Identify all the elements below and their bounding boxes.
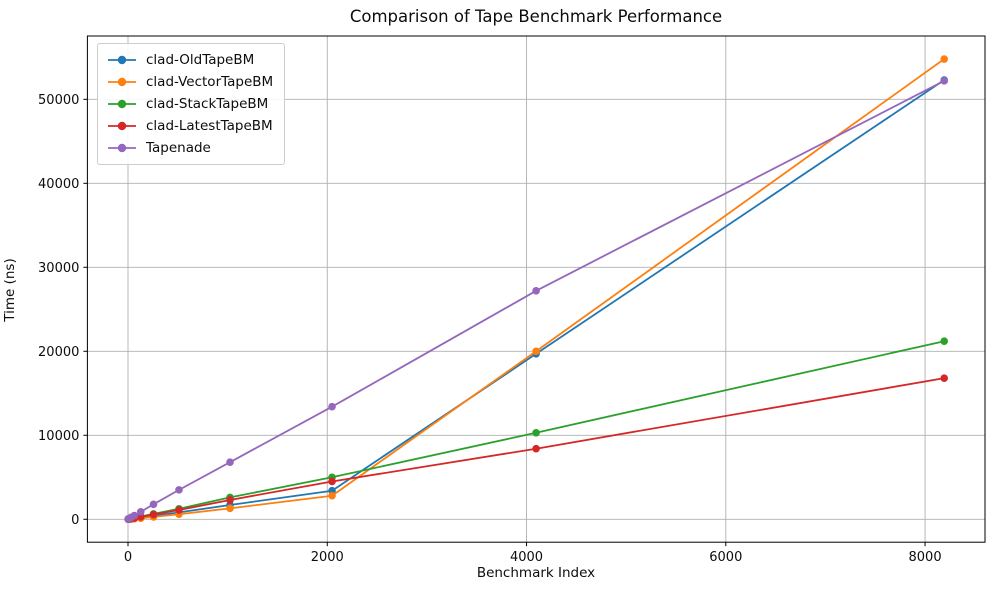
legend-swatch-line-dot [108,55,136,65]
data-point-clad-LatestTapeBM [149,510,158,519]
legend-label: clad-OldTapeBM [146,52,255,68]
chart-title: Comparison of Tape Benchmark Performance [349,7,723,26]
data-point-Tapenade [532,287,540,295]
data-point-clad-LatestTapeBM [175,506,183,514]
data-point-Tapenade [130,511,139,520]
data-point-clad-LatestTapeBM [226,496,234,504]
data-point-clad-StackTapeBM [940,337,948,346]
data-point-Tapenade [149,500,158,509]
data-point-Tapenade [136,507,145,516]
legend-swatch-line-dot [108,99,136,109]
data-point-Tapenade [226,458,234,466]
data-point-clad-VectorTapeBM [328,491,336,500]
y-axis-tick-label: 30000 [38,261,79,276]
x-axis-tick-label: 4000 [510,550,543,565]
data-point-clad-StackTapeBM [532,428,540,437]
y-axis-label: Time (ns) [2,258,18,322]
x-axis-tick-label: 2000 [311,550,344,565]
y-axis-tick-label: 50000 [38,93,79,108]
legend-item-clad-stacktapebm: clad-StackTapeBM [107,93,273,115]
x-axis-tick-label: 0 [124,550,132,565]
legend-item-tapenade: Tapenade [107,137,273,159]
legend-swatch-line-dot [108,121,136,131]
x-axis-tick-label: 8000 [909,550,942,565]
data-point-Tapenade [940,77,948,85]
legend-label: clad-LatestTapeBM [146,118,273,134]
legend-item-clad-oldtapebm: clad-OldTapeBM [107,49,273,71]
data-point-clad-LatestTapeBM [328,477,336,486]
legend-label: clad-StackTapeBM [146,96,269,112]
legend-swatch-line-dot [108,77,136,87]
legend-item-clad-vectortapebm: clad-VectorTapeBM [107,71,273,93]
data-point-clad-LatestTapeBM [940,374,948,382]
y-axis-tick-label: 0 [71,513,79,528]
data-point-Tapenade [328,402,336,411]
y-axis-tick-label: 10000 [38,429,79,444]
data-point-clad-LatestTapeBM [532,444,540,453]
data-point-clad-VectorTapeBM [226,504,234,513]
data-point-clad-VectorTapeBM [940,55,948,63]
legend-label: clad-VectorTapeBM [146,74,274,90]
x-axis-label: Benchmark Index [476,565,596,581]
legend-label: Tapenade [146,140,211,156]
plot-border [86,35,986,543]
data-point-clad-VectorTapeBM [532,347,540,356]
x-axis-tick-label: 6000 [709,550,742,565]
y-axis-tick-label: 40000 [38,177,79,192]
data-point-Tapenade [175,486,183,494]
legend: clad-OldTapeBM clad-VectorTapeBM clad-St… [97,43,286,165]
legend-item-clad-latesttapebm: clad-LatestTapeBM [107,115,273,137]
y-axis-tick-label: 20000 [38,345,79,360]
legend-swatch-line-dot [108,143,136,153]
